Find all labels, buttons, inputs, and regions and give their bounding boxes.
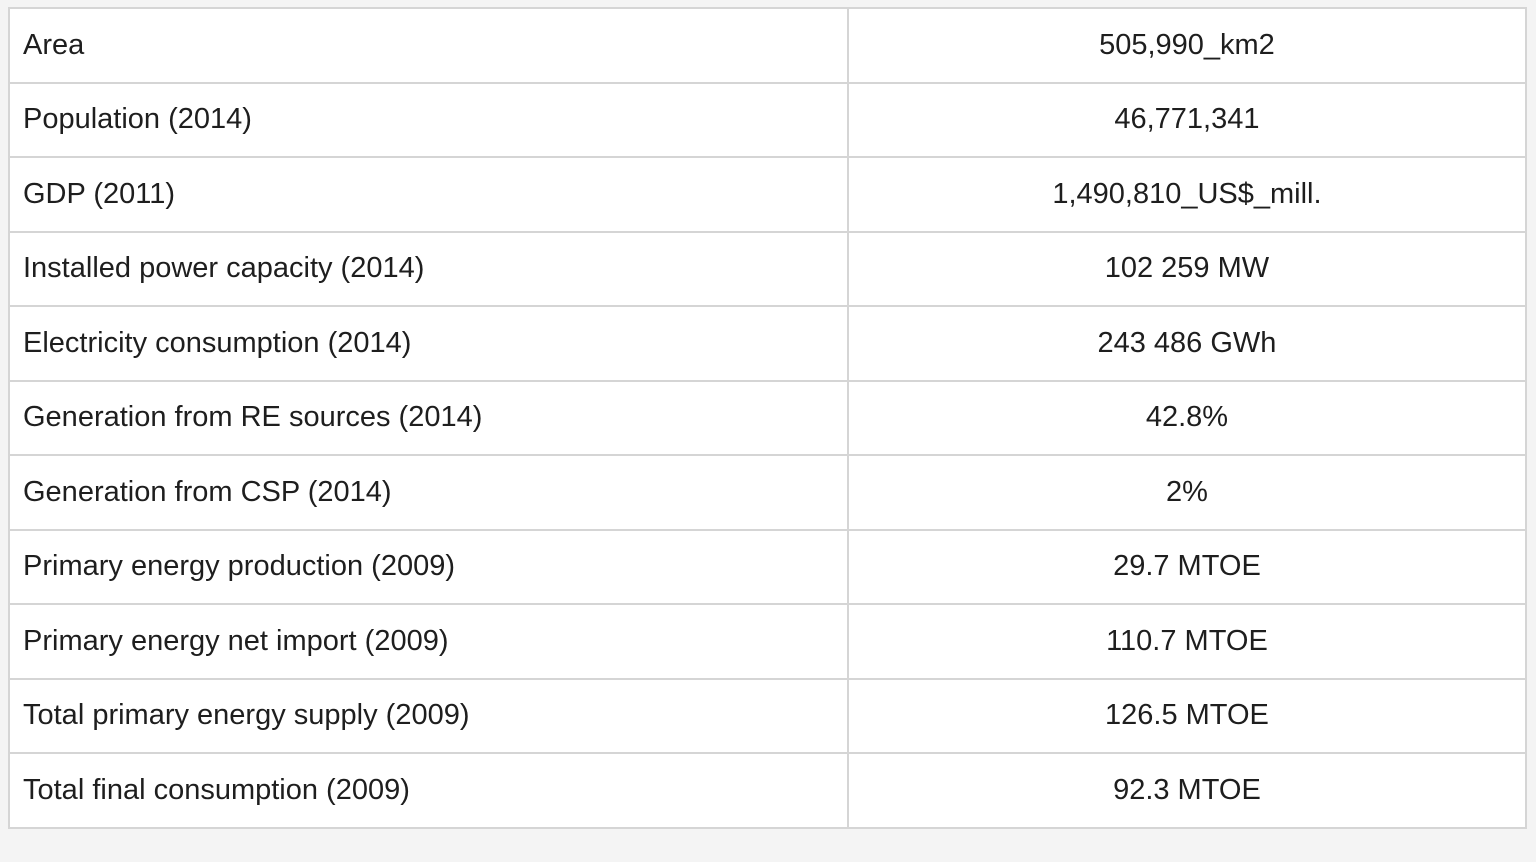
stat-value: 126.5 MTOE xyxy=(846,677,1528,754)
stat-label: Installed power capacity (2014) xyxy=(8,230,849,307)
table-row: Generation from CSP (2014) 2% xyxy=(8,454,1528,531)
stat-label: Primary energy net import (2009) xyxy=(8,603,849,680)
stat-value: 42.8% xyxy=(846,379,1528,456)
table-row: Generation from RE sources (2014) 42.8% xyxy=(8,379,1528,456)
stat-label: Area xyxy=(8,7,849,84)
stat-value: 505,990_km2 xyxy=(846,7,1528,84)
table-row: GDP (2011) 1,490,810_US$_mill. xyxy=(8,156,1528,233)
table-row: Total primary energy supply (2009) 126.5… xyxy=(8,677,1528,754)
table-row: Total final consumption (2009) 92.3 MTOE xyxy=(8,752,1528,829)
stat-label: Primary energy production (2009) xyxy=(8,528,849,605)
table-row: Primary energy net import (2009) 110.7 M… xyxy=(8,603,1528,680)
stat-value: 92.3 MTOE xyxy=(846,752,1528,829)
table-row: Population (2014) 46,771,341 xyxy=(8,81,1528,158)
stat-label: Population (2014) xyxy=(8,81,849,158)
stat-value: 1,490,810_US$_mill. xyxy=(846,156,1528,233)
table-body: Area 505,990_km2 Population (2014) 46,77… xyxy=(8,7,1528,829)
stat-label: Electricity consumption (2014) xyxy=(8,305,849,382)
stat-label: GDP (2011) xyxy=(8,156,849,233)
table-row: Primary energy production (2009) 29.7 MT… xyxy=(8,528,1528,605)
stat-value: 110.7 MTOE xyxy=(846,603,1528,680)
stat-label: Generation from CSP (2014) xyxy=(8,454,849,531)
stat-label: Generation from RE sources (2014) xyxy=(8,379,849,456)
table-container: Area 505,990_km2 Population (2014) 46,77… xyxy=(8,7,1528,829)
stat-value: 243 486 GWh xyxy=(846,305,1528,382)
country-energy-stats-table: Area 505,990_km2 Population (2014) 46,77… xyxy=(8,7,1528,829)
table-row: Installed power capacity (2014) 102 259 … xyxy=(8,230,1528,307)
stat-value: 2% xyxy=(846,454,1528,531)
table-row: Area 505,990_km2 xyxy=(8,7,1528,84)
stat-value: 46,771,341 xyxy=(846,81,1528,158)
stat-label: Total final consumption (2009) xyxy=(8,752,849,829)
table-row: Electricity consumption (2014) 243 486 G… xyxy=(8,305,1528,382)
stat-value: 102 259 MW xyxy=(846,230,1528,307)
stat-value: 29.7 MTOE xyxy=(846,528,1528,605)
stat-label: Total primary energy supply (2009) xyxy=(8,677,849,754)
